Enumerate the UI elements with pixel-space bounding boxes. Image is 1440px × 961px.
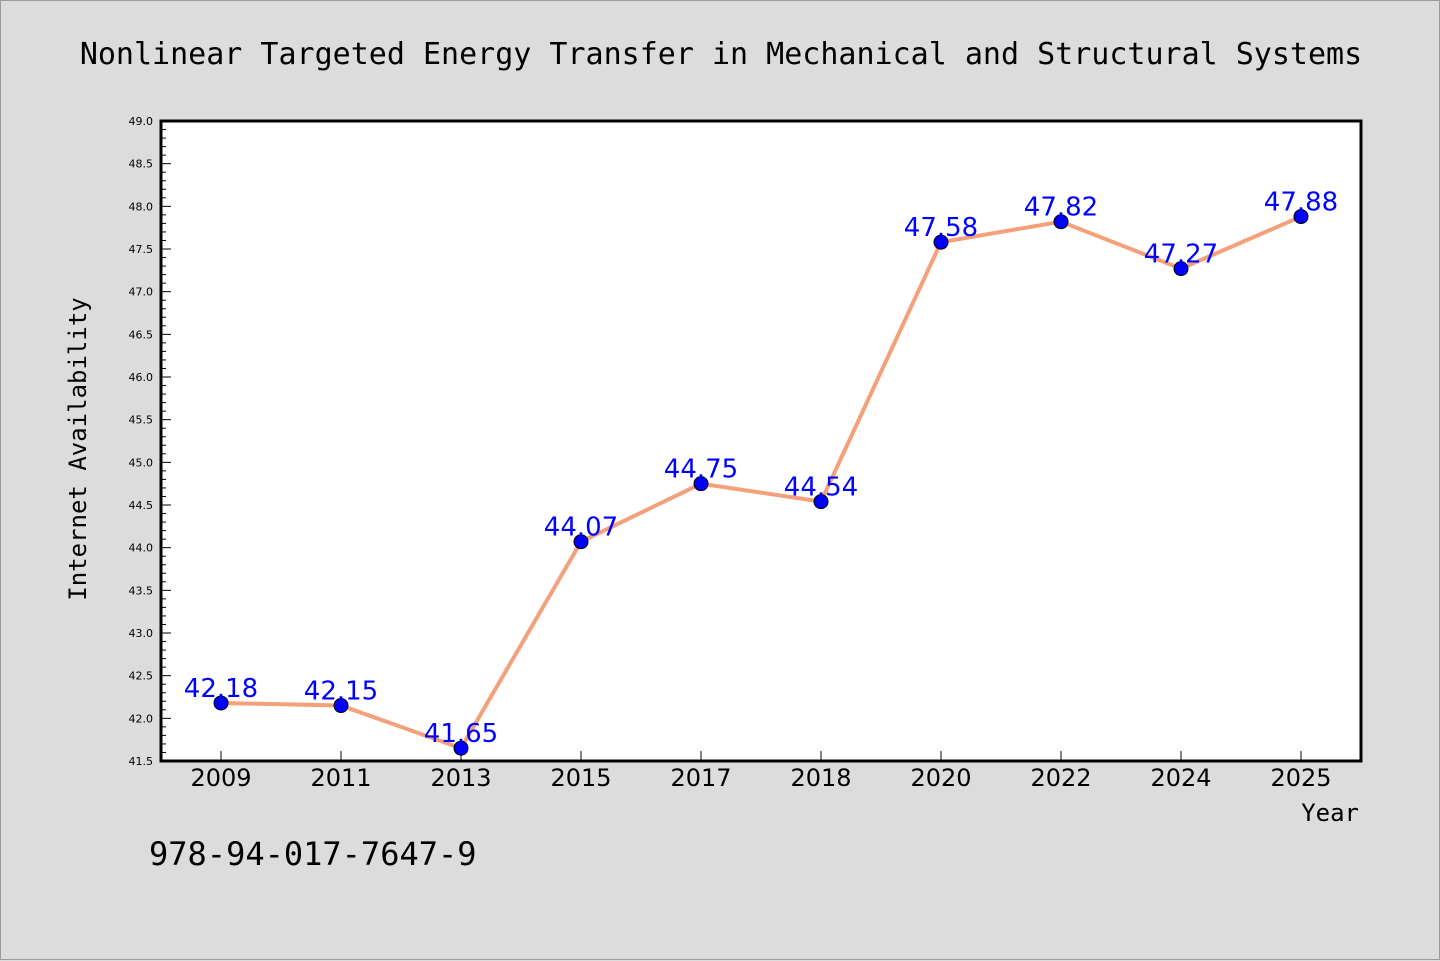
- data-label: 42.15: [304, 677, 378, 707]
- x-axis-label: Year: [1301, 799, 1359, 827]
- y-tick-label: 42.0: [129, 712, 154, 725]
- x-tick-label: 2025: [1270, 764, 1331, 792]
- x-tick-label: 2020: [910, 764, 971, 792]
- data-point: [1053, 214, 1069, 230]
- series-group: 42.18 42.15 41.65 44.07 44.75 44.54 47.58 47.82…: [184, 188, 1338, 756]
- data-point: [693, 476, 709, 492]
- y-tick-label: 47.5: [129, 243, 154, 256]
- x-tick-label: 2024: [1150, 764, 1211, 792]
- x-axis: 2009 2011 2013 2015 2017 2018 2020 2022 2024 2025: [190, 751, 1332, 792]
- data-point: [1173, 261, 1189, 277]
- y-axis-label: Internet Availability: [64, 297, 92, 600]
- y-tick-label: 49.0: [129, 115, 154, 128]
- y-tick-label: 43.0: [129, 627, 154, 640]
- data-label: 44.75: [664, 455, 738, 485]
- y-tick-label: 44.0: [129, 542, 154, 555]
- data-label: 47.27: [1144, 240, 1218, 270]
- data-label: 47.82: [1024, 193, 1098, 223]
- y-tick-label: 47.0: [129, 286, 154, 299]
- y-tick-label: 45.5: [129, 414, 154, 427]
- y-tick-label: 48.5: [129, 158, 154, 171]
- data-label: 47.58: [904, 213, 978, 243]
- data-point: [213, 695, 229, 711]
- y-axis: 41.5 42.0 42.5 43.0 43.5 44.0 44.5 45.0 45.5 46.0…: [129, 115, 171, 768]
- x-tick-label: 2013: [430, 764, 491, 792]
- x-tick-label: 2011: [310, 764, 371, 792]
- data-label: 44.07: [544, 513, 618, 543]
- y-tick-label: 44.5: [129, 499, 154, 512]
- x-tick-label: 2022: [1030, 764, 1091, 792]
- x-tick-label: 2017: [670, 764, 731, 792]
- data-label: 44.54: [784, 473, 858, 503]
- x-tick-label: 2009: [190, 764, 251, 792]
- y-tick-label: 45.0: [129, 456, 154, 469]
- data-point: [573, 534, 589, 550]
- y-tick-label: 41.5: [129, 755, 154, 768]
- data-label: 42.18: [184, 674, 258, 704]
- y-tick-label: 43.5: [129, 584, 154, 597]
- data-point: [1293, 209, 1309, 225]
- y-tick-label: 46.0: [129, 371, 154, 384]
- data-point: [933, 234, 949, 250]
- chart-title: Nonlinear Targeted Energy Transfer in Me…: [80, 37, 1362, 72]
- data-label: 47.88: [1264, 188, 1338, 218]
- footer-text: 978-94-017-7647-9: [149, 835, 477, 873]
- data-label: 41.65: [424, 719, 498, 749]
- x-tick-label: 2015: [550, 764, 611, 792]
- data-point: [453, 740, 469, 756]
- x-tick-label: 2018: [790, 764, 851, 792]
- data-point: [333, 698, 349, 714]
- y-tick-label: 46.5: [129, 328, 154, 341]
- y-tick-label: 42.5: [129, 670, 154, 683]
- plot-area: [159, 119, 1363, 763]
- y-tick-label: 48.0: [129, 200, 154, 213]
- series-line: [220, 214, 1302, 751]
- data-point: [813, 494, 829, 510]
